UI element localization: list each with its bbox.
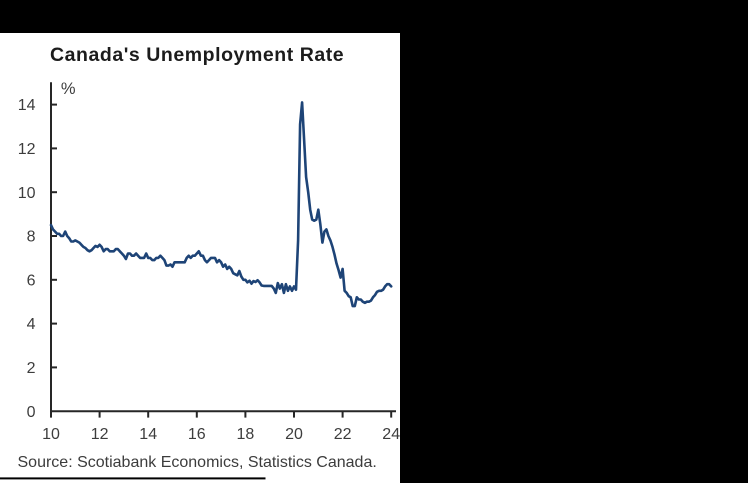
svg-text:10: 10 <box>18 185 36 202</box>
svg-text:14: 14 <box>139 426 157 443</box>
svg-text:14: 14 <box>18 97 36 114</box>
svg-text:6: 6 <box>27 272 36 289</box>
svg-text:10: 10 <box>42 426 60 443</box>
svg-text:8: 8 <box>27 229 36 246</box>
svg-text:18: 18 <box>237 426 255 443</box>
svg-text:16: 16 <box>188 426 206 443</box>
svg-text:4: 4 <box>27 316 36 333</box>
svg-text:Canada's Unemployment Rate: Canada's Unemployment Rate <box>50 44 344 66</box>
svg-text:0: 0 <box>27 404 36 421</box>
svg-text:12: 12 <box>18 141 36 158</box>
svg-text:12: 12 <box>91 426 109 443</box>
svg-text:%: % <box>61 80 76 98</box>
svg-text:22: 22 <box>334 426 352 443</box>
svg-text:Source: Scotiabank Economics,: Source: Scotiabank Economics, Statistics… <box>18 454 377 471</box>
svg-text:2: 2 <box>27 360 36 377</box>
svg-text:24: 24 <box>382 426 400 443</box>
svg-text:20: 20 <box>285 426 303 443</box>
